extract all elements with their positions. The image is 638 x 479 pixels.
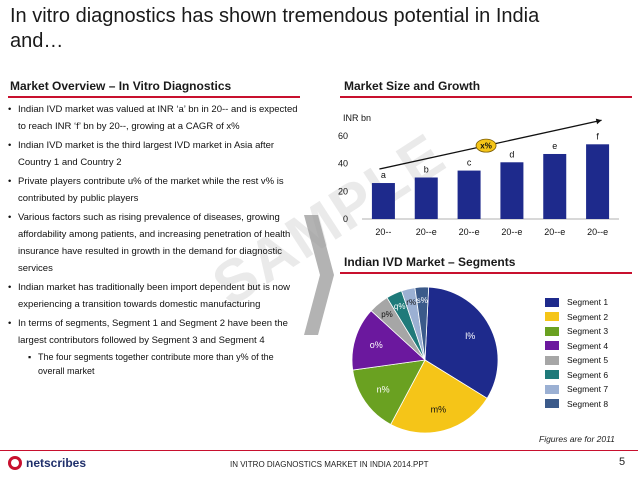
cagr-label: x% <box>480 142 492 151</box>
y-tick-label: 0 <box>343 214 348 224</box>
y-tick-label: 40 <box>338 159 348 169</box>
legend-item: Segment 2 <box>545 310 608 325</box>
figures-note: Figures are for 2011 <box>539 434 615 444</box>
y-tick-label: 60 <box>338 131 348 141</box>
pie-slice-segment-1 <box>424 286 499 399</box>
pie-slice-label: s% <box>417 296 428 305</box>
legend-item: Segment 1 <box>545 295 608 310</box>
legend-label: Segment 5 <box>567 355 609 366</box>
legend-swatch <box>545 384 559 394</box>
legend-item: Segment 4 <box>545 339 608 354</box>
pie-slice-segment-3 <box>352 359 426 425</box>
pie-slice-label: o% <box>370 340 383 350</box>
segments-divider <box>340 272 632 274</box>
pie-slice-label: r% <box>406 298 416 307</box>
bar-data-label: f <box>596 131 599 141</box>
legend-swatch <box>545 370 559 380</box>
overview-bullet-list: Indian IVD market was valued at INR ‘a’ … <box>8 101 300 378</box>
segments-pie-chart: l% m% n% o% p%q% r% s% <box>351 286 499 434</box>
page-title: In vitro diagnostics has shown tremendou… <box>10 4 630 54</box>
legend-label: Segment 8 <box>567 398 609 409</box>
bullet-item: Indian market has traditionally been imp… <box>8 279 300 313</box>
legend-item: Segment 5 <box>545 353 608 368</box>
legend-item: Segment 8 <box>545 397 608 412</box>
market-size-heading: Market Size and Growth <box>344 79 481 93</box>
bar-d <box>500 162 524 219</box>
bar-data-label: b <box>424 165 429 175</box>
x-tick-label: 20-- <box>375 227 391 237</box>
legend-swatch <box>545 297 559 307</box>
x-tick-label: 20--e <box>416 227 437 237</box>
pie-slice-label: p% <box>381 310 393 319</box>
x-tick-label: 20--e <box>587 227 608 237</box>
legend-swatch <box>545 312 559 322</box>
footer-divider <box>0 450 638 451</box>
bar-e <box>543 153 567 219</box>
legend-label: Segment 6 <box>567 369 609 380</box>
legend-swatch <box>545 355 559 365</box>
legend-item: Segment 3 <box>545 324 608 339</box>
netscribes-logo: netscribes <box>8 456 86 470</box>
x-tick-label: 20--e <box>459 227 480 237</box>
legend-swatch <box>545 326 559 336</box>
x-tick-label: 20--e <box>501 227 522 237</box>
legend-label: Segment 2 <box>567 311 609 322</box>
title-line-2: and… <box>10 30 64 52</box>
title-line-1: In vitro diagnostics has shown tremendou… <box>10 5 540 27</box>
pie-slice-segment-8 <box>414 286 430 361</box>
bar-data-label: e <box>552 141 557 151</box>
pie-slice-segment-2 <box>390 359 488 434</box>
legend-label: Segment 7 <box>567 384 609 395</box>
pie-slice-label: n% <box>377 384 390 394</box>
bullet-item: Indian IVD market is the third largest I… <box>8 137 300 171</box>
bullet-item: Various factors such as rising prevalenc… <box>8 209 300 277</box>
logo-icon <box>8 456 22 470</box>
pie-slice-segment-4 <box>351 310 426 371</box>
legend-swatch <box>545 399 559 409</box>
pie-legend: Segment 1 Segment 2 Segment 3 Segment 4 Segm… <box>545 295 608 411</box>
sub-bullet-item: The four segments together contribute mo… <box>8 350 300 378</box>
segments-heading: Indian IVD Market – Segments <box>344 255 516 269</box>
x-tick-label: 20--e <box>544 227 565 237</box>
logo-text: netscribes <box>26 456 87 470</box>
pie-slice-label: l% <box>465 331 475 341</box>
cagr-badge <box>475 138 497 153</box>
footer-document-title: IN VITRO DIAGNOSTICS MARKET IN INDIA 201… <box>230 460 429 469</box>
bar-data-label: a <box>381 170 386 180</box>
market-size-divider <box>340 96 632 98</box>
bullet-item: Indian IVD market was valued at INR ‘a’ … <box>8 101 300 135</box>
y-tick-label: 20 <box>338 186 348 196</box>
legend-label: Segment 1 <box>567 297 609 308</box>
legend-item: Segment 7 <box>545 382 608 397</box>
cagr-arrow-head <box>595 118 602 125</box>
market-size-bar-chart: INR bn 0 20 40 60 a b c d e f 20-- 20--e 20--e 20--… <box>338 113 619 237</box>
legend-label: Segment 4 <box>567 340 609 351</box>
bar-b <box>414 177 438 219</box>
legend-item: Segment 6 <box>545 368 608 383</box>
page-number: 5 <box>619 456 626 468</box>
chevron-arrow-icon <box>304 215 334 335</box>
pie-slice-label: q% <box>394 302 406 311</box>
bar-data-label: c <box>467 158 472 168</box>
bar-data-label: d <box>509 149 514 159</box>
legend-swatch <box>545 341 559 351</box>
bar-f <box>586 144 610 219</box>
market-overview-heading: Market Overview – In Vitro Diagnostics <box>10 79 232 93</box>
bar-c <box>457 170 481 219</box>
bar-a <box>371 183 395 219</box>
market-overview-divider <box>8 96 300 98</box>
pie-slice-label: m% <box>431 404 447 414</box>
bullet-item: Private players contribute u% of the mar… <box>8 173 300 207</box>
bullet-item: In terms of segments, Segment 1 and Segm… <box>8 315 300 349</box>
legend-label: Segment 3 <box>567 326 609 337</box>
y-axis-label: INR bn <box>343 113 371 123</box>
